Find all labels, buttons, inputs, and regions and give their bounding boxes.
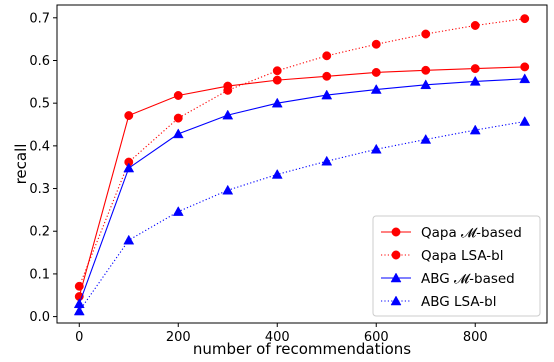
data-point xyxy=(470,64,480,74)
data-point xyxy=(469,75,481,86)
series-line xyxy=(78,66,525,297)
data-point xyxy=(371,67,381,77)
y-tick-label: 0.0 xyxy=(29,310,50,325)
x-tick-label: 800 xyxy=(463,330,488,345)
series-3 xyxy=(73,116,531,316)
y-tick-label: 0.2 xyxy=(29,225,50,240)
x-tick-label: 400 xyxy=(265,330,290,345)
data-point xyxy=(421,65,431,75)
data-point xyxy=(321,155,333,166)
data-point xyxy=(124,111,134,121)
data-point xyxy=(272,75,282,85)
y-tick-label: 0.5 xyxy=(29,97,50,112)
data-point xyxy=(271,168,283,179)
series-line xyxy=(78,18,525,287)
data-point xyxy=(321,89,333,100)
legend-marker xyxy=(390,295,402,306)
y-tick-label: 0.4 xyxy=(29,139,50,154)
data-point xyxy=(370,143,382,154)
x-axis-label: number of recommendations xyxy=(193,340,411,358)
legend-entry: ABG LSA-bl xyxy=(381,294,496,310)
legend-label: Qapa 𝓜-based xyxy=(421,225,522,241)
x-tick-label: 200 xyxy=(166,330,191,345)
series-layer xyxy=(73,14,531,316)
data-point xyxy=(271,97,283,108)
data-point xyxy=(222,109,234,120)
data-point xyxy=(520,62,530,72)
legend-label: Qapa LSA-bl xyxy=(421,248,504,264)
data-point xyxy=(272,66,282,76)
plot-frame xyxy=(56,4,548,324)
series-line xyxy=(78,78,525,304)
data-point xyxy=(470,21,480,30)
data-point xyxy=(520,14,530,24)
y-tick-label: 0.7 xyxy=(29,11,50,26)
data-point xyxy=(322,71,332,81)
y-axis: 0.0 0.1 0.2 0.3 0.4 0.5 0.6 0.7 xyxy=(29,11,57,325)
x-tick-label: 0 xyxy=(75,330,83,345)
y-tick-label: 0.6 xyxy=(29,54,50,69)
data-point xyxy=(469,124,481,135)
data-point xyxy=(172,206,184,216)
data-point xyxy=(172,128,184,139)
legend-marker xyxy=(390,272,402,283)
legend-label: ABG LSA-bl xyxy=(421,294,496,310)
data-point xyxy=(420,79,432,90)
data-point xyxy=(223,85,233,95)
series-0 xyxy=(74,62,530,301)
legend-entry: Qapa 𝓜-based xyxy=(381,225,522,241)
legend-marker xyxy=(391,250,401,260)
data-point xyxy=(322,51,332,61)
x-tick-label: 600 xyxy=(364,330,389,345)
data-point xyxy=(371,39,381,49)
legend-label: ABG 𝓜-based xyxy=(421,271,515,287)
data-point xyxy=(73,305,85,316)
data-point xyxy=(420,133,432,144)
x-axis: 0 200 400 600 800 xyxy=(75,323,488,345)
data-point xyxy=(123,162,135,173)
legend: Qapa 𝓜-based Qapa LSA-bl ABG 𝓜-based ABG LS… xyxy=(372,215,541,317)
legend-entry: Qapa LSA-bl xyxy=(381,248,504,264)
data-point xyxy=(421,29,431,39)
data-point xyxy=(173,113,183,123)
series-1 xyxy=(74,14,530,291)
legend-box xyxy=(372,215,541,317)
y-axis-label: recall xyxy=(12,144,30,185)
data-point xyxy=(173,91,183,100)
data-point xyxy=(519,73,531,84)
data-point xyxy=(123,234,135,245)
data-point xyxy=(74,281,84,291)
legend-entry: ABG 𝓜-based xyxy=(381,271,515,287)
y-tick-label: 0.1 xyxy=(29,267,50,282)
data-point xyxy=(222,184,234,195)
y-tick-label: 0.3 xyxy=(29,182,50,197)
data-point xyxy=(370,84,382,94)
data-point xyxy=(519,116,531,126)
legend-marker xyxy=(391,227,401,237)
series-2 xyxy=(73,73,531,309)
